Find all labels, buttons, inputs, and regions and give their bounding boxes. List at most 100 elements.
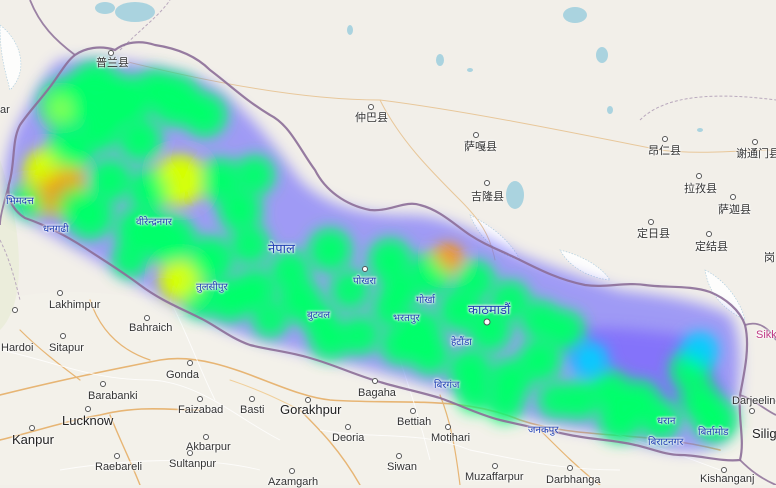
water-bodies (95, 2, 703, 209)
heat-blob (686, 336, 714, 364)
label-tulsipur[interactable]: तुलसीपुर (196, 282, 228, 293)
label-basti[interactable]: Basti (240, 404, 265, 416)
heat-blob (101, 96, 129, 124)
settlement-markers (12, 50, 758, 474)
label-lakhimpur[interactable]: Lakhimpur (49, 299, 101, 311)
heat-blob (492, 362, 528, 398)
label-akbarpur[interactable]: Akbarpur (186, 441, 231, 453)
heat-core (172, 177, 184, 189)
heat-blob (491, 391, 519, 419)
label-gorakhpur[interactable]: Gorakhpur (280, 402, 342, 417)
heat-blob (306, 306, 334, 334)
label-angren[interactable]: 昂仁县 (648, 145, 681, 157)
heat-blob (472, 312, 508, 348)
label-biratnagar[interactable]: बिराटनगर (648, 437, 684, 448)
country-border (7, 41, 749, 462)
label-dhangadhi[interactable]: धनगढी (43, 224, 69, 235)
minor-roads (0, 299, 721, 471)
heat-blob (256, 306, 284, 334)
heat-core (56, 102, 68, 114)
label-bharatpur[interactable]: भरतपुर (393, 313, 420, 324)
label-lazi[interactable]: 拉孜县 (684, 183, 717, 195)
label-darjeeling[interactable]: Darjeeling (732, 395, 776, 407)
label-kathmandu[interactable]: काठमाडौं (468, 302, 511, 317)
heat-blob (312, 232, 348, 268)
label-darbhanga[interactable]: Darbhanga (546, 474, 601, 486)
label-lucknow[interactable]: Lucknow (62, 413, 114, 428)
label-sitapur[interactable]: Sitapur (49, 342, 84, 354)
heatmap-layer (4, 58, 740, 452)
label-birgunj[interactable]: बिरगंज (434, 380, 460, 391)
heat-blob (92, 162, 128, 198)
heat-blob (29, 154, 61, 186)
label-nepal[interactable]: नेपाल (268, 241, 295, 256)
label-dingjie[interactable]: 定结县 (695, 241, 728, 253)
label-butwal[interactable]: बुटवल (307, 310, 331, 321)
label-jilong[interactable]: 吉隆县 (471, 191, 504, 203)
label-saga[interactable]: 萨嘎县 (464, 141, 497, 153)
heat-blob (564, 384, 596, 416)
label-bahraich[interactable]: Bahraich (129, 322, 173, 334)
label-kishanganj[interactable]: Kishanganj (700, 473, 755, 485)
heat-blob (234, 229, 266, 261)
label-dharan[interactable]: धरान (657, 416, 676, 427)
heat-blob (187, 97, 223, 133)
heat-blob (222, 192, 258, 228)
label-gorkha[interactable]: गोर्खा (416, 295, 435, 306)
heat-core (48, 178, 62, 192)
heat-blob (190, 240, 230, 280)
label-deoria[interactable]: Deoria (332, 432, 365, 444)
heat-blob (334, 274, 366, 306)
heat-blob (644, 404, 676, 436)
label-sajia[interactable]: 萨迦县 (718, 204, 751, 216)
label-dingri[interactable]: 定日县 (637, 228, 670, 240)
label-siwan[interactable]: Siwan (387, 461, 417, 473)
label-pokhara[interactable]: पोखरा (353, 276, 377, 287)
heat-blob (414, 339, 446, 371)
heat-blob (384, 329, 416, 361)
label-bettiah[interactable]: Bettiah (397, 416, 432, 428)
heat-blob (344, 319, 376, 351)
label-kanpur[interactable]: Kanpur (12, 432, 54, 447)
label-barabanki[interactable]: Barabanki (88, 390, 138, 402)
heat-blob (274, 254, 306, 286)
heat-blob (594, 374, 626, 406)
heat-blob (522, 342, 558, 378)
heat-blob (549, 314, 581, 346)
label-bhimdatta[interactable]: भिमदत्त (6, 196, 34, 207)
label-hetauda[interactable]: हेटौंडा (451, 337, 472, 348)
heat-blob (442, 292, 478, 328)
label-edge-ar[interactable]: ar (0, 104, 10, 116)
heat-blob (372, 242, 408, 278)
label-birendranagar[interactable]: वीरेन्द्रनगर (136, 217, 172, 228)
west-border (0, 0, 76, 226)
label-azamgarh[interactable]: Azamgarh (268, 476, 319, 488)
label-motihari[interactable]: Motihari (431, 432, 471, 444)
label-janakpur[interactable]: जनकपुर (528, 425, 559, 436)
heat-blob (148, 218, 192, 262)
label-purang[interactable]: 普兰县 (96, 57, 129, 69)
label-faizabad[interactable]: Faizabad (178, 404, 224, 416)
label-gang[interactable]: 岗 (764, 252, 775, 264)
label-bagaha[interactable]: Bagaha (358, 387, 396, 399)
label-muzaffarpur[interactable]: Muzaffarpur (465, 471, 524, 483)
label-birtamod[interactable]: बिर्तामोड (698, 427, 729, 438)
heat-core (443, 253, 453, 263)
heat-blob (524, 304, 556, 336)
label-raebareli[interactable]: Raebareli (95, 461, 143, 473)
heat-blob (122, 122, 158, 158)
heat-blob (459, 264, 491, 296)
label-sultanpur[interactable]: Sultanpur (169, 458, 217, 470)
label-gonda[interactable]: Gonda (166, 369, 200, 381)
label-xietongmen[interactable]: 谢通门县 (736, 148, 776, 160)
label-zhongba[interactable]: 仲巴县 (355, 112, 388, 124)
heat-blob (56, 186, 84, 214)
heat-blob (202, 162, 238, 198)
heat-core (174, 274, 186, 286)
heat-blob (212, 282, 248, 318)
label-hardoi[interactable]: Hardoi (1, 342, 34, 354)
label-sikkim[interactable]: Sikk (756, 329, 776, 341)
label-siliguri[interactable]: Silig (752, 426, 776, 441)
heat-blob (16, 186, 44, 214)
